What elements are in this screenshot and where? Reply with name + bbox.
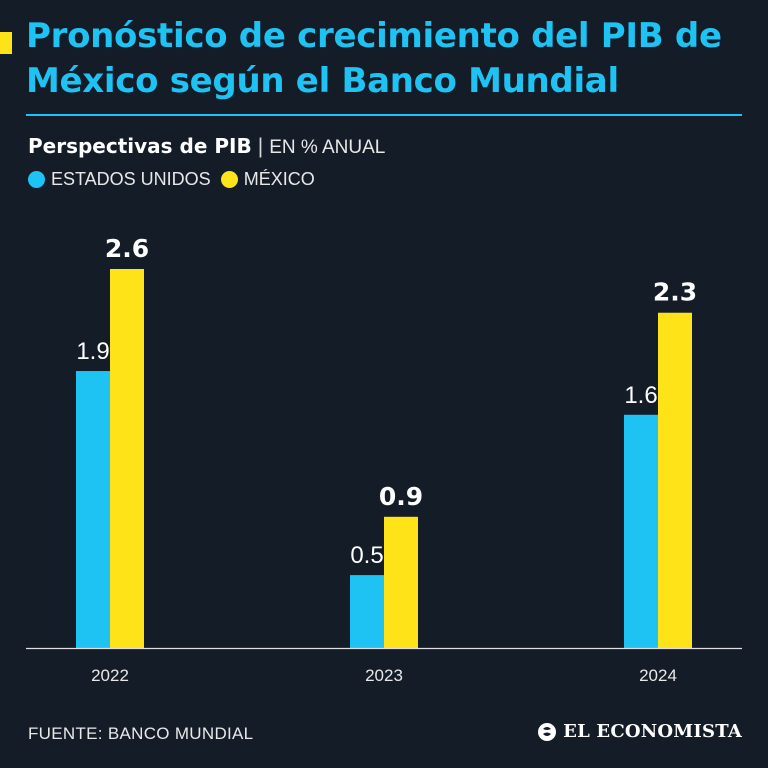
- legend-label-mexico: MÉXICO: [243, 169, 315, 189]
- subtitle-separator: |: [257, 135, 264, 158]
- page-title: Pronóstico de crecimiento del PIB de Méx…: [26, 16, 722, 101]
- title-accent-bar: [0, 32, 12, 54]
- chart-legend: ESTADOS UNIDOS MÉXICO: [28, 169, 319, 190]
- x-tick-label-2024: 2024: [639, 666, 677, 685]
- legend-dot-usa-icon: [28, 171, 45, 188]
- value-label-usa-2024: 1.6: [624, 382, 657, 409]
- bar-mexico-2024: [658, 312, 692, 648]
- brand-name: EL ECONOMISTA: [563, 721, 742, 742]
- title-divider: [26, 114, 742, 116]
- footer-source: FUENTE: BANCO MUNDIAL: [28, 724, 254, 743]
- bar-mexico-2022: [110, 269, 144, 648]
- legend-label-usa: ESTADOS UNIDOS: [51, 169, 211, 189]
- bar-usa-2024: [624, 414, 658, 648]
- bar-usa-2022: [76, 371, 110, 648]
- bar-mexico-2023: [384, 516, 418, 648]
- x-tick-label-2023: 2023: [365, 666, 403, 685]
- value-label-usa-2022: 1.9: [76, 338, 109, 365]
- value-label-mexico-2024: 2.3: [653, 278, 697, 307]
- brand-logo: EL ECONOMISTA: [537, 721, 742, 742]
- el-economista-logo-icon: [538, 722, 557, 741]
- subtitle-main: Perspectivas de PIB: [28, 134, 252, 158]
- legend-item-mexico: MÉXICO: [220, 169, 315, 190]
- bar-usa-2023: [350, 575, 384, 648]
- value-label-mexico-2023: 0.9: [379, 482, 423, 511]
- legend-dot-mexico-icon: [220, 171, 238, 188]
- legend-item-usa: ESTADOS UNIDOS: [28, 169, 211, 190]
- subtitle-unit: EN % ANUAL: [269, 137, 386, 158]
- x-tick-label-2022: 2022: [91, 666, 129, 685]
- value-label-usa-2023: 0.5: [350, 542, 383, 569]
- chart-subtitle: Perspectivas de PIB | EN % ANUAL: [28, 134, 385, 159]
- value-label-mexico-2022: 2.6: [105, 234, 149, 263]
